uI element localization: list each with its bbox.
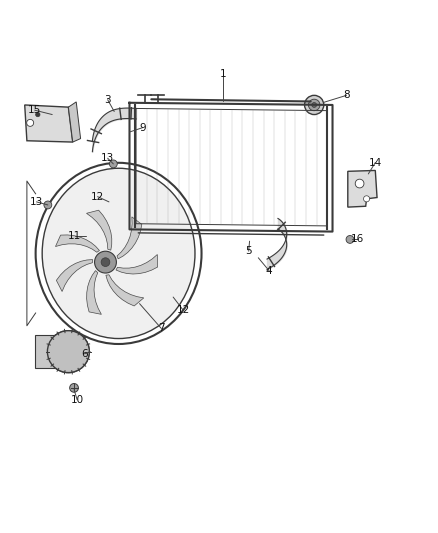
Text: 12: 12 bbox=[177, 305, 190, 315]
Circle shape bbox=[44, 201, 52, 209]
Circle shape bbox=[355, 179, 364, 188]
Text: 12: 12 bbox=[91, 192, 104, 201]
Text: 13: 13 bbox=[101, 153, 114, 163]
Circle shape bbox=[47, 330, 89, 373]
Polygon shape bbox=[348, 171, 377, 207]
Circle shape bbox=[57, 340, 80, 363]
Circle shape bbox=[308, 99, 320, 111]
Circle shape bbox=[47, 330, 89, 373]
Text: 9: 9 bbox=[139, 123, 146, 133]
Circle shape bbox=[312, 102, 317, 107]
Circle shape bbox=[95, 251, 117, 273]
FancyBboxPatch shape bbox=[35, 335, 58, 368]
Circle shape bbox=[101, 258, 110, 266]
Text: 13: 13 bbox=[30, 197, 43, 207]
Circle shape bbox=[346, 236, 354, 244]
Text: 10: 10 bbox=[71, 394, 84, 405]
Text: 1: 1 bbox=[220, 69, 227, 79]
Text: 7: 7 bbox=[158, 324, 165, 334]
Circle shape bbox=[27, 119, 34, 126]
Polygon shape bbox=[68, 102, 81, 142]
Polygon shape bbox=[86, 210, 112, 250]
Polygon shape bbox=[106, 274, 144, 306]
Polygon shape bbox=[25, 105, 73, 142]
Text: 15: 15 bbox=[28, 105, 41, 115]
Text: 4: 4 bbox=[266, 266, 272, 276]
Circle shape bbox=[110, 160, 117, 168]
Polygon shape bbox=[116, 254, 158, 274]
Text: 16: 16 bbox=[351, 235, 364, 245]
Circle shape bbox=[35, 112, 40, 117]
Circle shape bbox=[304, 95, 324, 115]
Text: 14: 14 bbox=[369, 158, 382, 167]
Text: 11: 11 bbox=[68, 231, 81, 241]
Polygon shape bbox=[57, 260, 92, 292]
Circle shape bbox=[70, 384, 78, 392]
Text: 8: 8 bbox=[343, 91, 350, 100]
Text: 5: 5 bbox=[245, 246, 252, 256]
Polygon shape bbox=[117, 217, 142, 259]
Circle shape bbox=[64, 347, 73, 356]
Polygon shape bbox=[56, 235, 99, 252]
Ellipse shape bbox=[42, 168, 195, 338]
Circle shape bbox=[364, 196, 370, 202]
Text: 3: 3 bbox=[104, 95, 111, 104]
Text: 6: 6 bbox=[81, 349, 88, 359]
Polygon shape bbox=[87, 271, 102, 314]
